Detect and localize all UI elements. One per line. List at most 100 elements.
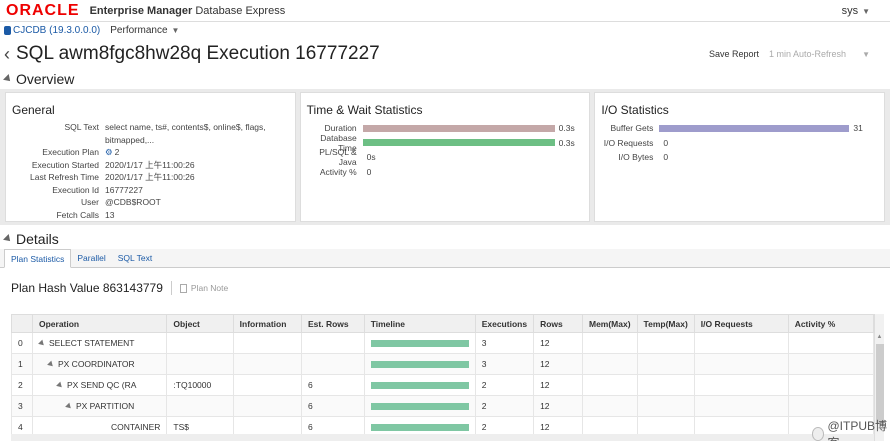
details-section-header[interactable]: Details [0, 229, 890, 249]
cell-information [232, 395, 303, 417]
cell-est-rows: 6 [301, 374, 365, 396]
stat-row: Duration 0.3s [307, 121, 584, 136]
cell-object: :TQ10000 [166, 374, 234, 396]
general-value: select name, ts#, contents$, online$, fl… [105, 121, 289, 146]
stat-value: 0.3s [558, 123, 575, 134]
stat-value: 0 [663, 152, 669, 163]
column-header[interactable]: Est. Rows [301, 314, 365, 333]
cell-io-requests [693, 395, 789, 417]
cell-activity [787, 374, 875, 396]
expand-triangle-icon[interactable] [65, 402, 73, 411]
scroll-up-icon[interactable]: ▲ [876, 334, 883, 340]
column-header[interactable]: Temp(Max) [636, 314, 695, 333]
tab-sql-text[interactable]: SQL Text [117, 253, 153, 263]
column-header[interactable]: Mem(Max) [581, 314, 638, 333]
cell-information [232, 374, 303, 396]
column-header[interactable]: I/O Requests [693, 314, 789, 333]
user-menu[interactable]: sys ▼ [842, 5, 870, 17]
plan-note-button[interactable]: Plan Note [179, 283, 228, 293]
plan-icon[interactable]: ⚙ [105, 147, 113, 157]
cell-mem [581, 332, 638, 354]
column-header[interactable]: Object [166, 314, 234, 333]
timeline-bar [370, 402, 469, 410]
oracle-logo: ORACLE [6, 1, 80, 19]
column-header[interactable]: Timeline [363, 314, 476, 333]
scroll-thumb[interactable] [875, 344, 884, 424]
stat-value: 0.3s [558, 137, 575, 148]
tab-parallel[interactable]: Parallel [77, 253, 106, 263]
plan-statistics-grid: Operation Object Information Est. Rows Timel… [11, 314, 885, 438]
table-row[interactable]: 0 SELECT STATEMENT 3 12 [11, 332, 875, 354]
general-key: Execution Started [31, 159, 99, 170]
general-value-text: 2020/1/17 上午11:00:26 [105, 172, 195, 182]
column-header[interactable]: Operation [31, 314, 168, 333]
cell-executions: 3 [474, 332, 535, 354]
general-row: Execution Id 16777227 [12, 184, 289, 197]
back-icon[interactable]: ‹ [4, 43, 10, 64]
plan-header: Plan Hash Value 863143779 Plan Note [0, 276, 890, 300]
general-value-text: @CDB$ROOT [105, 197, 161, 207]
timeline-bar [370, 339, 469, 347]
cell-temp [636, 332, 695, 354]
column-header[interactable] [11, 314, 33, 333]
details-title: Details [16, 231, 59, 247]
table-row[interactable]: 3 PX PARTITION 6 2 12 [11, 395, 875, 417]
column-header[interactable]: Executions [474, 314, 535, 333]
cell-rows: 12 [533, 395, 583, 417]
horizontal-scrollbar[interactable] [11, 434, 874, 441]
stat-key: Buffer Gets [610, 123, 654, 134]
divider [170, 281, 172, 295]
expand-triangle-icon[interactable] [47, 360, 55, 369]
cell-information [232, 332, 303, 354]
tab-plan-statistics[interactable]: Plan Statistics [4, 249, 72, 268]
watermark: @ITPUB博客 [812, 417, 890, 441]
column-header[interactable]: Rows [533, 314, 583, 333]
general-row: SQL Text select name, ts#, contents$, onl… [12, 121, 289, 146]
general-key: SQL Text [64, 122, 100, 132]
page-title: SQL awm8fgc8hw28q Execution 16777227 [16, 43, 380, 64]
general-row: Execution Plan ⚙ 2 [12, 146, 289, 159]
table-row[interactable]: 2 PX SEND QC (RA:TQ10000 6 2 12 [11, 374, 875, 396]
operation-text: PX SEND QC (RA [66, 380, 137, 390]
stat-key: Database Time [320, 132, 357, 153]
io-card: I/O Statistics Buffer Gets 31 I/O Requests… [594, 92, 886, 222]
collapse-triangle-icon[interactable] [3, 234, 13, 244]
stat-value: 0 [663, 137, 669, 148]
save-report-button[interactable]: Save Report [709, 49, 760, 59]
expand-triangle-icon[interactable] [38, 339, 46, 348]
cell-mem [581, 353, 638, 375]
cell-executions: 3 [474, 353, 535, 375]
stat-key: I/O Requests [603, 137, 654, 148]
auto-refresh-select[interactable]: 1 min Auto-Refresh [769, 49, 847, 59]
general-value-text: 2020/1/17 上午11:00:26 [105, 159, 195, 170]
column-header[interactable]: Activity % [787, 314, 875, 333]
details-area: Details Plan Statistics Parallel SQL Text … [0, 229, 890, 300]
stat-key: PL/SQL & Java [319, 147, 357, 168]
chevron-down-icon[interactable]: ▼ [862, 49, 870, 59]
general-key: Last Refresh Time [30, 172, 99, 182]
stat-bar [362, 124, 555, 132]
time-wait-card: Time & Wait Statistics Duration 0.3s Datab… [299, 92, 591, 222]
timeline-bar [370, 423, 469, 431]
stat-row: PL/SQL & Java 0s [307, 147, 584, 168]
overview-section-header[interactable]: Overview [0, 69, 890, 89]
collapse-triangle-icon[interactable] [3, 74, 13, 84]
database-link[interactable]: CJCDB (19.3.0.0.0) [4, 25, 100, 36]
cell-object [166, 395, 234, 417]
plan-link[interactable]: 2 [114, 147, 120, 157]
performance-menu[interactable]: Performance ▼ [110, 25, 179, 36]
cell-rows: 12 [533, 353, 583, 375]
stat-row: I/O Bytes 0 [601, 150, 878, 165]
table-row[interactable]: 1 PX COORDINATOR 3 12 [11, 353, 875, 375]
watermark-logo-icon [812, 427, 825, 441]
cell-io-requests [693, 353, 789, 375]
stat-row: Database Time 0.3s [307, 132, 584, 153]
cell-timeline [363, 395, 476, 417]
expand-triangle-icon[interactable] [56, 381, 64, 390]
cell-operation: PX SEND QC (RA [31, 374, 168, 396]
general-key: Fetch Calls [56, 209, 99, 220]
column-header[interactable]: Information [232, 314, 303, 333]
cell-temp [636, 353, 695, 375]
title-bar: ‹ SQL awm8fgc8hw28q Execution 16777227 S… [0, 39, 890, 69]
vertical-scrollbar[interactable]: ▲ [874, 314, 884, 441]
